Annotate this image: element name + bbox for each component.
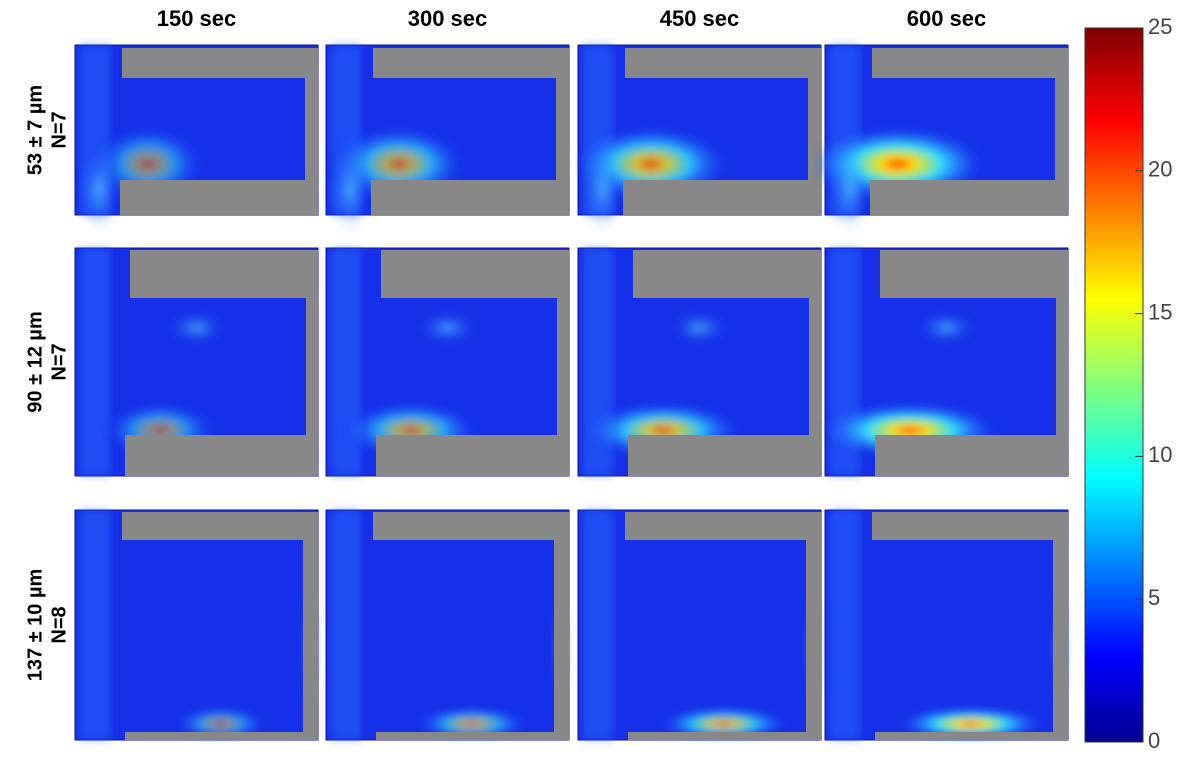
channel-wall: [125, 732, 318, 740]
channel-wall: [628, 732, 821, 740]
hot-spot: [583, 149, 622, 231]
inlet: [583, 510, 613, 740]
hot-spot: [917, 311, 975, 344]
heatmap-panel: [75, 510, 320, 740]
hot-spot: [830, 149, 869, 231]
channel-wall: [376, 732, 569, 740]
row-n: N=7: [48, 343, 70, 380]
hot-spot: [167, 311, 225, 344]
channel-wall: [122, 512, 318, 540]
heatmap-panel: [326, 248, 569, 476]
inlet: [331, 510, 361, 740]
heatmap-panel: [810, 45, 1068, 230]
colorbar-tick-label: 10: [1148, 442, 1172, 467]
figure: 150 sec300 sec450 sec600 sec53 ± 7 µmN=7…: [0, 0, 1193, 757]
heatmap-panel: [823, 248, 1068, 476]
row-n: N=7: [48, 111, 70, 148]
heatmap-panel: [825, 510, 1070, 740]
channel-wall: [303, 512, 318, 740]
channel-wall: [120, 180, 318, 215]
channel-wall: [381, 250, 569, 298]
channel-wall: [373, 512, 569, 540]
column-header: 300 sec: [408, 6, 488, 31]
channel-wall: [623, 180, 821, 215]
row-n: N=8: [48, 606, 70, 643]
inlet: [80, 248, 110, 476]
channel-wall: [880, 250, 1068, 298]
channel-wall: [872, 48, 1068, 78]
channel-wall: [376, 435, 569, 476]
column-header: 450 sec: [660, 6, 740, 31]
heatmap-panel: [75, 45, 318, 230]
panel-bg: [75, 510, 318, 740]
channel-wall: [875, 435, 1068, 476]
colorbar-tick-label: 25: [1148, 14, 1172, 39]
channel-wall: [125, 435, 318, 476]
heatmap-panel: [574, 45, 821, 230]
inlet: [80, 510, 110, 740]
channel-wall: [625, 48, 821, 78]
channel-wall: [875, 732, 1068, 740]
channel-wall: [1053, 512, 1068, 740]
panel-bg: [326, 510, 569, 740]
row-label: 90 ± 12 µm: [24, 311, 46, 412]
hot-spot: [418, 311, 476, 344]
row-label: 53 ± 7 µm: [24, 85, 46, 175]
colorbar-tick-label: 0: [1148, 728, 1160, 753]
colorbar-tick-label: 5: [1148, 585, 1160, 610]
channel-wall: [628, 435, 821, 476]
heatmap-panel: [578, 248, 821, 476]
panel-bg: [578, 510, 821, 740]
colorbar-tick-label: 20: [1148, 157, 1172, 182]
colorbar: [1085, 28, 1143, 742]
heatmap-panel: [326, 45, 569, 230]
channel-wall: [870, 180, 1068, 215]
channel-wall: [130, 250, 318, 298]
column-header: 150 sec: [157, 6, 237, 31]
channel-wall: [554, 512, 569, 740]
channel-wall: [872, 512, 1068, 540]
row-label: 137 ± 10 µm: [24, 569, 46, 682]
hot-spot: [331, 149, 370, 231]
hot-spot: [670, 311, 728, 344]
channel-wall: [371, 180, 569, 215]
colorbar-tick-label: 15: [1148, 299, 1172, 324]
channel-wall: [806, 512, 821, 740]
heatmap-panel: [326, 510, 571, 740]
hot-spot: [80, 149, 119, 231]
panel-bg: [825, 510, 1068, 740]
heatmap-panel: [75, 248, 318, 476]
channel-wall: [373, 48, 569, 78]
inlet: [830, 510, 860, 740]
column-header: 600 sec: [907, 6, 987, 31]
channel-wall: [633, 250, 821, 298]
channel-wall: [625, 512, 821, 540]
heatmap-panel: [578, 510, 823, 740]
channel-wall: [122, 48, 318, 78]
